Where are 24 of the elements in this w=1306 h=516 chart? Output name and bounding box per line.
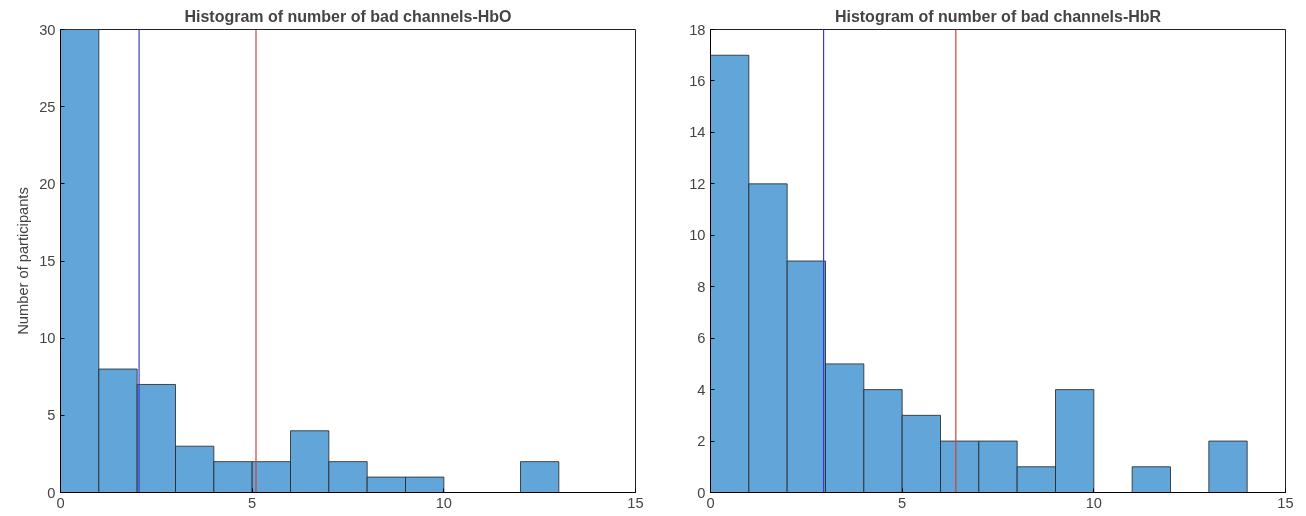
chart-title: Histogram of number of bad channels-HbR <box>834 7 1162 25</box>
x-tick-label: 10 <box>1085 494 1102 511</box>
y-tick-label: 30 <box>39 21 56 38</box>
y-tick-label: 2 <box>697 433 706 450</box>
y-tick-label: 12 <box>689 175 706 192</box>
y-tick-label: 8 <box>697 278 706 295</box>
x-tick-label: 5 <box>898 494 907 511</box>
x-tick-label: 15 <box>1277 494 1294 511</box>
y-tick-label: 20 <box>39 175 56 192</box>
y-tick-label: 14 <box>689 124 706 141</box>
y-tick-label: 25 <box>39 98 56 115</box>
y-tick-label: 10 <box>39 330 56 347</box>
y-tick-label: 6 <box>697 330 706 347</box>
x-tick-label: 10 <box>435 494 452 511</box>
y-tick-label: 15 <box>39 253 56 269</box>
y-tick-label: 4 <box>697 381 706 398</box>
x-tick-label: 15 <box>627 494 644 511</box>
y-tick-label: 5 <box>47 407 56 424</box>
chart-title: Histogram of number of bad channels-HbO <box>184 7 512 25</box>
y-tick-label: 18 <box>689 21 706 38</box>
y-axis-title: Number of participants <box>15 187 32 335</box>
y-tick-label: 10 <box>689 227 706 244</box>
x-tick-label: 5 <box>248 494 257 511</box>
y-tick-label: 16 <box>689 72 706 89</box>
